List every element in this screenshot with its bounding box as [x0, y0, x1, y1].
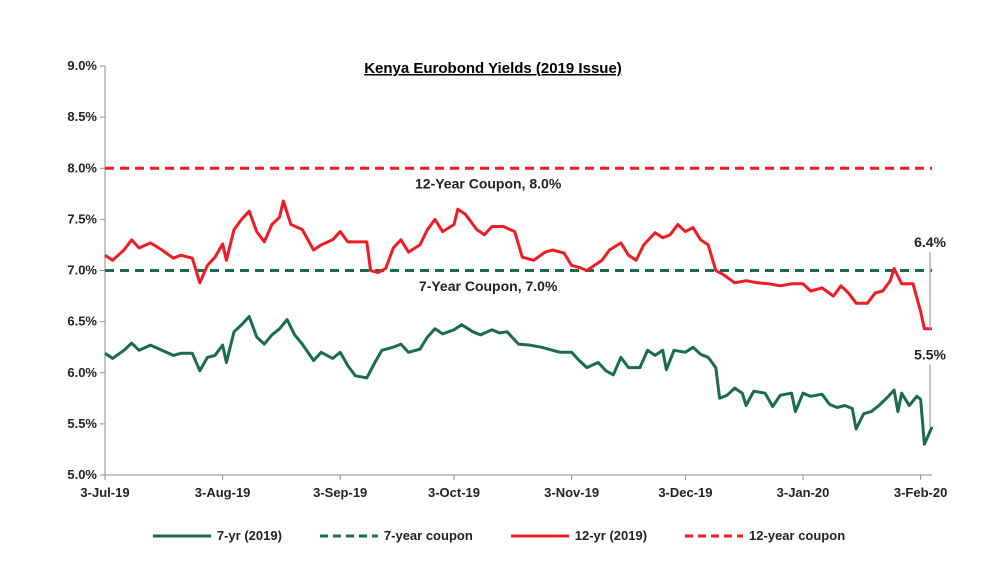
annotation-label: 7-Year Coupon, 7.0%	[419, 278, 558, 294]
series-layer	[104, 166, 934, 446]
y-tick-label: 6.5%	[67, 314, 97, 329]
y-tick-label: 5.5%	[67, 416, 97, 431]
x-tick-label: 3-Dec-19	[658, 485, 712, 500]
x-tick-label: 3-Aug-19	[195, 485, 251, 500]
series-line-2	[104, 199, 932, 331]
y-tick-label: 9.0%	[67, 58, 97, 73]
legend-swatch	[319, 534, 378, 537]
y-tick-label: 7.0%	[67, 263, 97, 278]
x-tick-label: 3-Nov-19	[544, 485, 599, 500]
legend-label: 7-year coupon	[383, 528, 473, 543]
legend-label: 12-yr (2019)	[574, 528, 648, 543]
annotation-label: 6.4%	[914, 234, 946, 250]
legend-item: 7-yr (2019)	[152, 528, 282, 543]
annotation-label: 5.5%	[914, 346, 946, 362]
x-tick-label: 3-Oct-19	[428, 485, 480, 500]
y-tick-label: 7.5%	[67, 211, 97, 226]
legend-label: 12-year coupon	[749, 528, 846, 543]
legend-swatch	[685, 534, 744, 537]
legend-swatch	[152, 534, 211, 537]
y-axis: 9.0% 8.5% 8.0% 7.5% 7.0% 6.5% 6.0% 5.5% 5.0%	[67, 58, 106, 482]
x-axis: 3-Jul-19 3-Aug-19 3-Sep-19 3-Oct-19 3-Nov-19…	[80, 474, 947, 500]
legend-label: 7-yr (2019)	[216, 528, 282, 543]
chart-svg: Kenya Eurobond Yields (2019 Issue) 9.0% 8…	[67, 58, 947, 500]
legend-item: 12-year coupon	[685, 528, 845, 543]
legend-item: 12-yr (2019)	[510, 528, 648, 543]
y-tick-label: 5.0%	[67, 467, 97, 482]
x-tick-label: 3-Feb-20	[894, 485, 947, 500]
series-line-0	[104, 315, 934, 446]
legend: 7-yr (2019) 7-year coupon 12-yr (2019) 12-y…	[0, 528, 998, 543]
x-tick-label: 3-Jan-20	[777, 485, 830, 500]
annotations: 12-Year Coupon, 8.0% 7-Year Coupon, 7.0% 6…	[415, 176, 947, 427]
chart-title: Kenya Eurobond Yields (2019 Issue)	[364, 60, 622, 77]
x-tick-label: 3-Sep-19	[313, 485, 367, 500]
x-tick-label: 3-Jul-19	[80, 485, 129, 500]
y-tick-label: 6.0%	[67, 365, 97, 380]
annotation-label: 12-Year Coupon, 8.0%	[415, 176, 562, 192]
y-tick-label: 8.5%	[67, 109, 97, 124]
legend-swatch	[510, 534, 569, 537]
legend-item: 7-year coupon	[319, 528, 473, 543]
y-tick-label: 8.0%	[67, 160, 97, 175]
